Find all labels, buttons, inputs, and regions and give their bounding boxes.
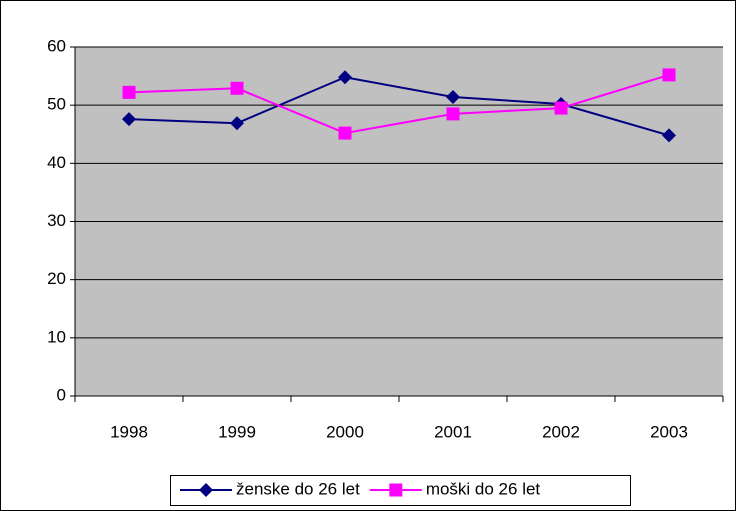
x-tick-label: 2002: [542, 422, 580, 441]
marker: [122, 85, 136, 99]
marker: [199, 483, 213, 497]
marker: [662, 68, 676, 82]
marker: [446, 107, 460, 121]
x-tick-label: 1999: [218, 422, 256, 441]
marker: [662, 128, 676, 143]
legend-label: ženske do 26 let: [236, 479, 360, 498]
marker: [230, 81, 244, 95]
y-tick-label: 40: [47, 153, 66, 172]
marker: [338, 70, 352, 85]
x-tick-label: 2003: [650, 422, 688, 441]
marker: [446, 90, 460, 105]
x-tick-label: 2000: [326, 422, 364, 441]
marker: [389, 483, 403, 497]
marker: [230, 116, 244, 131]
y-tick-label: 20: [47, 269, 66, 288]
marker: [554, 101, 568, 115]
x-tick-label: 2001: [434, 422, 472, 441]
legend-label: moški do 26 let: [426, 479, 541, 498]
y-tick-label: 10: [47, 327, 66, 346]
y-tick-label: 0: [57, 385, 66, 404]
y-tick-label: 30: [47, 211, 66, 230]
marker: [338, 126, 352, 140]
x-tick-label: 1998: [110, 422, 148, 441]
y-tick-label: 60: [47, 36, 66, 55]
marker: [122, 112, 136, 127]
y-tick-label: 50: [47, 95, 66, 114]
series-line: [128, 76, 670, 137]
series-line: [128, 73, 670, 135]
